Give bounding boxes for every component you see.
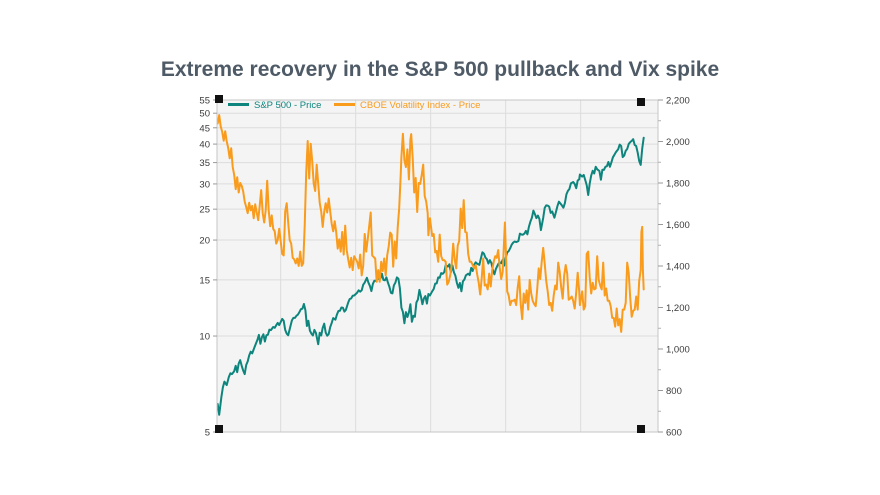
selection-handle-top-right[interactable] [637, 98, 645, 106]
right-axis-tick-label: 1,200 [666, 303, 690, 314]
right-axis-tick-label: 2,000 [666, 137, 690, 148]
left-axis-tick-label: 10 [199, 332, 210, 343]
selection-handle-bottom-right[interactable] [637, 425, 645, 433]
left-axis-tick-label: 5 [205, 428, 210, 439]
plot-background [217, 100, 658, 432]
left-axis-tick-label: 55 [199, 96, 210, 107]
left-axis-tick-label: 20 [199, 236, 210, 247]
left-axis-tick-label: 30 [199, 179, 210, 190]
right-axis-tick-label: 600 [666, 428, 682, 439]
selection-handle-bottom-left[interactable] [215, 425, 223, 433]
chart-title: Extreme recovery in the S&P 500 pullback… [160, 58, 720, 81]
legend-label-vix: CBOE Volatility Index - Price [360, 100, 480, 111]
selection-handle-top-left[interactable] [215, 95, 223, 103]
chart-legend: S&P 500 - Price CBOE Volatility Index - … [228, 100, 480, 111]
left-axis-tick-label: 45 [199, 123, 210, 134]
right-axis-tick-label: 2,200 [666, 96, 690, 107]
left-axis-tick-label: 25 [199, 205, 210, 216]
left-axis-tick-label: 40 [199, 140, 210, 151]
plot-area: 5 10 15 20 25 30 35 40 45 50 55 600 800 1,000 1,200 1,4… [199, 96, 689, 439]
series-line-vix [216, 114, 645, 333]
left-axis-tick-label: 50 [199, 109, 210, 120]
right-axis-tick-label: 1,000 [666, 345, 690, 356]
left-axis-tick-label: 35 [199, 158, 210, 169]
series-line-sp500 [216, 136, 645, 416]
right-axis-tick-label: 1,600 [666, 220, 690, 231]
legend-label-sp500: S&P 500 - Price [254, 100, 321, 111]
right-axis-tick-label: 800 [666, 386, 682, 397]
right-axis-tick-label: 1,400 [666, 262, 690, 273]
right-axis-tick-label: 1,800 [666, 179, 690, 190]
left-axis-tick-label: 15 [199, 275, 210, 286]
